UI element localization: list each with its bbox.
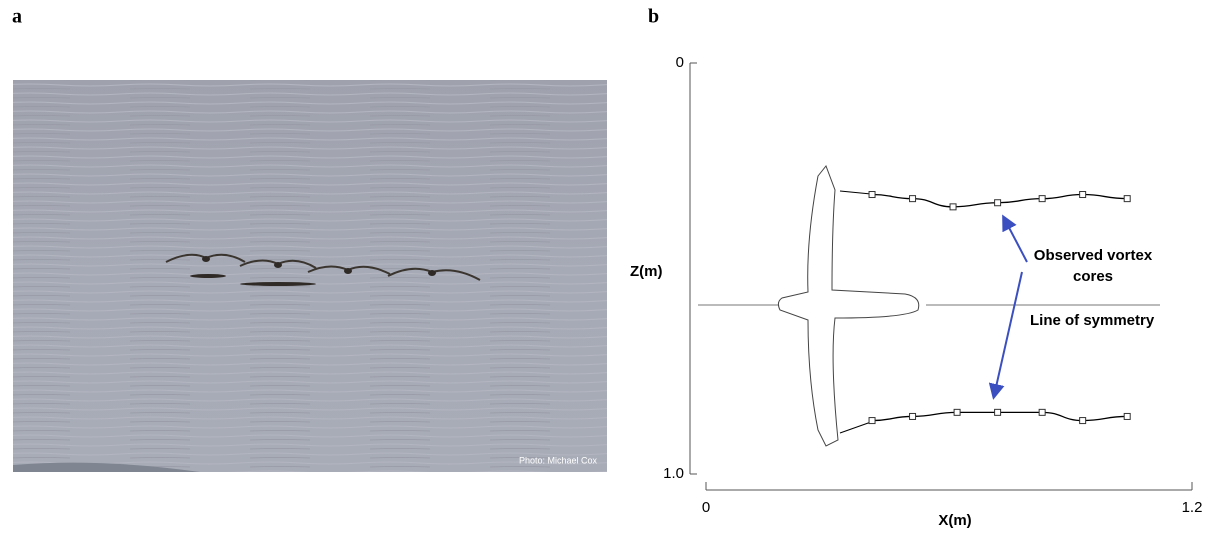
annotation-box: Observed vortex cores (1033, 247, 1153, 285)
y-tick-label: 0 (676, 54, 684, 71)
vortex-core (1079, 191, 1087, 199)
vortex-core (994, 199, 1002, 207)
photo-credit: Photo: Michael Cox (519, 455, 598, 465)
y-tick-label: 1.0 (663, 465, 684, 482)
y-axis-label: Z(m) (630, 263, 663, 280)
vortex-core (1038, 195, 1046, 203)
vortex-core (1123, 412, 1131, 420)
vortex-core (1038, 408, 1046, 416)
vortex-core (1079, 417, 1087, 425)
vortex-core (909, 412, 917, 420)
vortex-core (953, 408, 961, 416)
panel-label: b (648, 6, 659, 28)
vortex-core (909, 195, 917, 203)
vortex-core (994, 408, 1002, 416)
x-tick-label: 1.2 (1182, 499, 1203, 516)
vortex-core (949, 203, 957, 211)
annotation: Line of symmetry (1030, 312, 1155, 329)
annotation: Observed vortex cores (1033, 247, 1153, 285)
vortex-core (1123, 195, 1131, 203)
x-tick-label: 0 (702, 499, 710, 516)
vortex-core (868, 191, 876, 199)
diagram (689, 62, 1193, 491)
panel-label: a (12, 6, 22, 28)
photo: Photo: Michael Cox (13, 80, 607, 472)
x-axis-label: X(m) (938, 512, 971, 529)
vortex-core (868, 417, 876, 425)
